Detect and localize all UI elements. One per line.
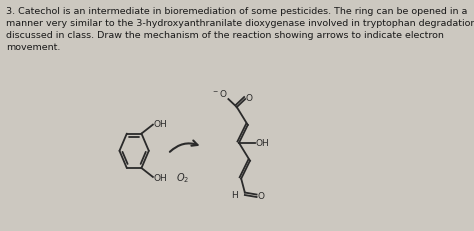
Text: 3. Catechol is an intermediate in bioremediation of some pesticides. The ring ca: 3. Catechol is an intermediate in biorem… <box>6 7 474 52</box>
Text: OH: OH <box>154 120 167 129</box>
Text: O: O <box>257 191 264 200</box>
Text: OH: OH <box>154 174 167 183</box>
Text: O$_2$: O$_2$ <box>176 171 189 185</box>
Text: O: O <box>246 93 253 102</box>
Text: $^-$O: $^-$O <box>211 88 228 99</box>
Text: OH: OH <box>256 139 270 148</box>
Text: H: H <box>231 190 237 199</box>
